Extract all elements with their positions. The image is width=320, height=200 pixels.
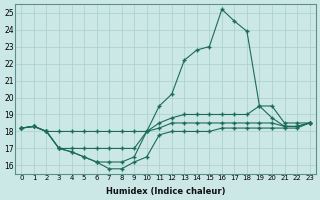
- X-axis label: Humidex (Indice chaleur): Humidex (Indice chaleur): [106, 187, 225, 196]
